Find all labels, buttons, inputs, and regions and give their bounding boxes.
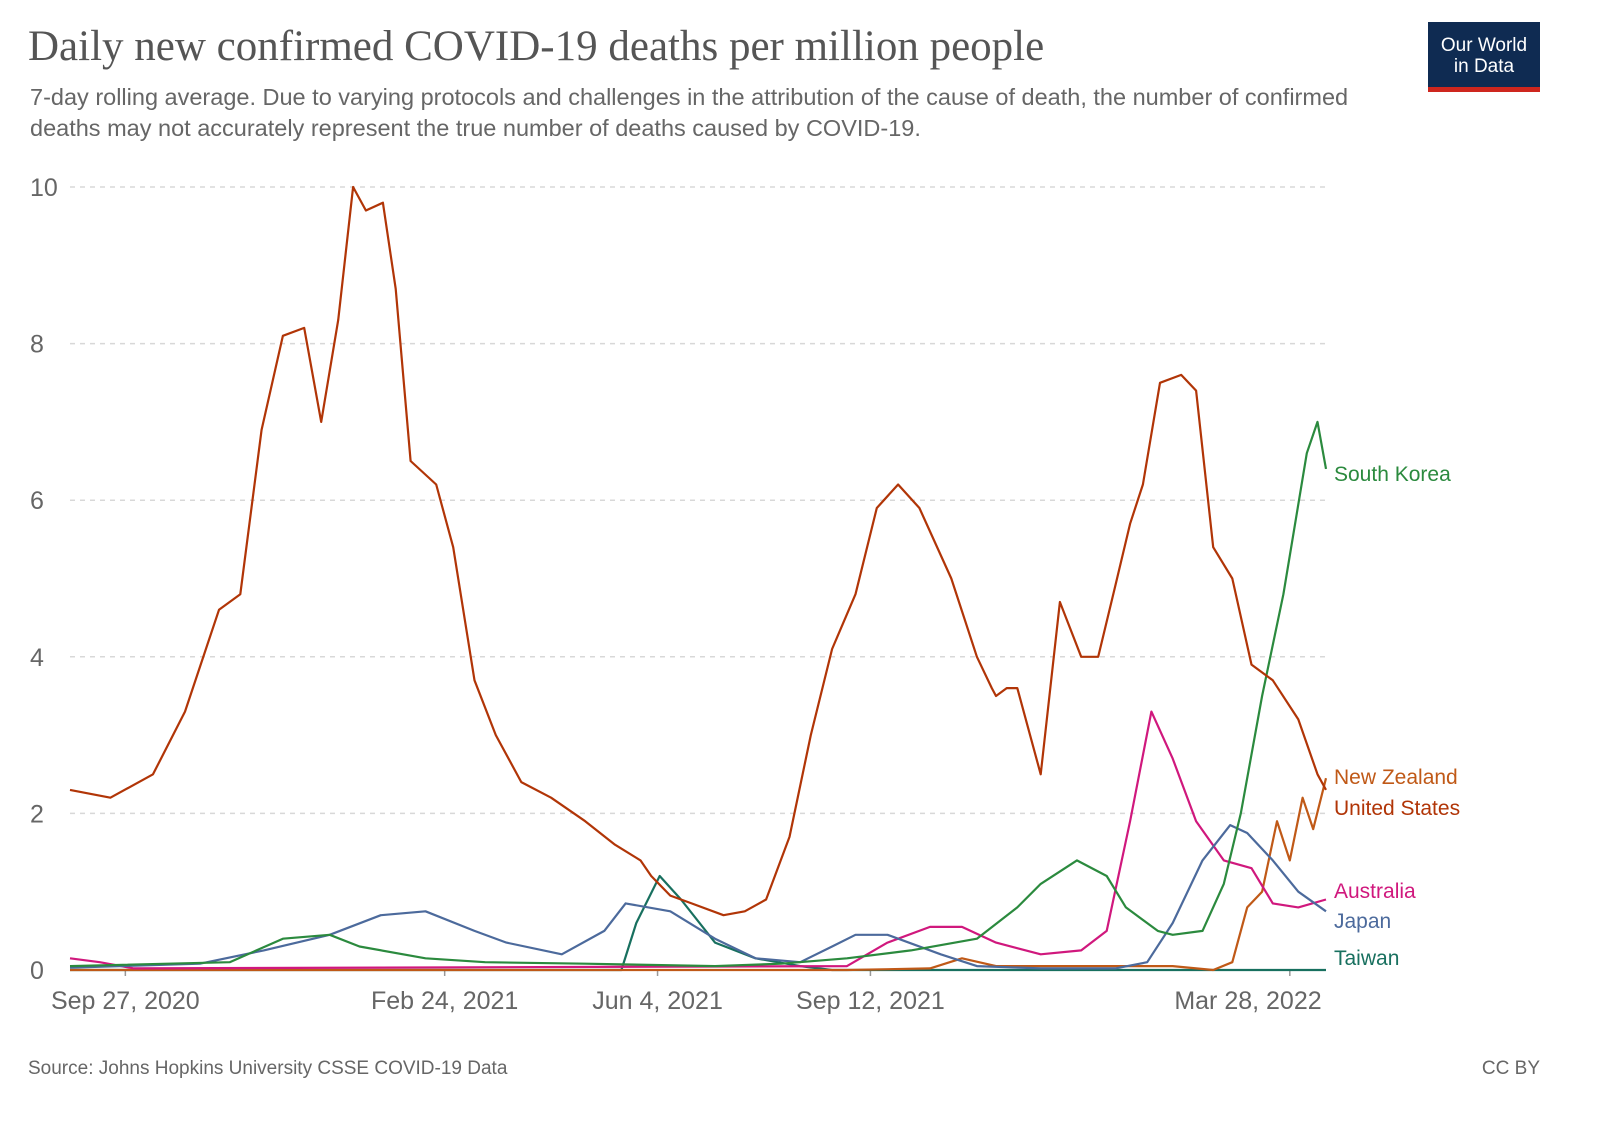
chart-subtitle: 7-day rolling average. Due to varying pr… bbox=[30, 84, 1349, 141]
license-note[interactable]: CC BY bbox=[1481, 1058, 1540, 1079]
y-axis-ticks: 0 2 4 6 8 10 bbox=[30, 174, 58, 985]
y-tick-label: 8 bbox=[30, 331, 44, 359]
y-tick-label: 0 bbox=[30, 957, 44, 985]
x-tick-label: Sep 12, 2021 bbox=[796, 987, 945, 1015]
y-tick-label: 6 bbox=[30, 487, 44, 515]
series-lines bbox=[69, 185, 1328, 972]
y-tick-label: 10 bbox=[30, 174, 58, 202]
series-label-south-korea: South Korea bbox=[1334, 463, 1451, 486]
series-line-japan bbox=[69, 823, 1327, 970]
chart-title: Daily new confirmed COVID-19 deaths per … bbox=[28, 23, 1045, 70]
logo-accent-bar bbox=[1428, 87, 1540, 92]
x-axis: Sep 27, 2020 Feb 24, 2021 Jun 4, 2021 Sep 1… bbox=[51, 969, 1326, 1015]
series-line-united-states bbox=[69, 185, 1327, 917]
series-line-taiwan bbox=[70, 874, 1326, 972]
series-labels: United States South Korea Japan Australia Ne… bbox=[1334, 463, 1460, 970]
logo-line1: Our World bbox=[1440, 35, 1528, 56]
series-label-taiwan: Taiwan bbox=[1334, 947, 1399, 970]
series-line-south-korea bbox=[69, 420, 1328, 968]
series-label-new-zealand: New Zealand bbox=[1334, 766, 1458, 789]
series-line-new-zealand bbox=[70, 777, 1328, 972]
series-label-japan: Japan bbox=[1334, 910, 1391, 933]
logo-line2: in Data bbox=[1453, 56, 1515, 77]
series-label-united-states: United States bbox=[1334, 797, 1460, 820]
owid-logo[interactable]: Our World in Data bbox=[1428, 22, 1540, 92]
y-tick-label: 2 bbox=[30, 800, 44, 828]
source-note[interactable]: Source: Johns Hopkins University CSSE CO… bbox=[28, 1058, 508, 1079]
series-line-australia bbox=[69, 710, 1327, 970]
series-label-australia: Australia bbox=[1334, 880, 1416, 903]
x-tick-label: Jun 4, 2021 bbox=[592, 987, 723, 1015]
x-tick-label: Feb 24, 2021 bbox=[371, 987, 518, 1015]
x-tick-label: Mar 28, 2022 bbox=[1174, 987, 1321, 1015]
x-tick-label: Sep 27, 2020 bbox=[51, 987, 200, 1015]
y-tick-label: 4 bbox=[30, 644, 44, 672]
